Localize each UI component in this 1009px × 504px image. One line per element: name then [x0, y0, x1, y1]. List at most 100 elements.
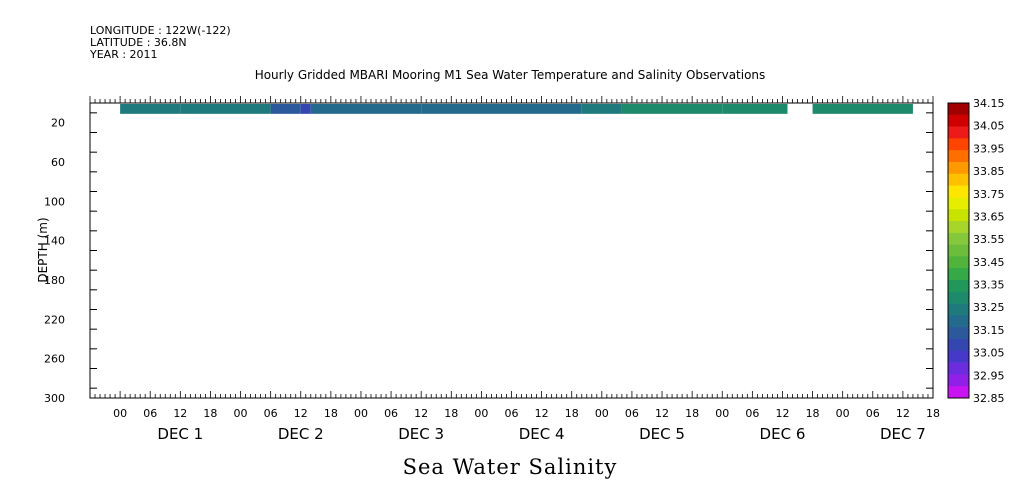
colorbar-frame — [947, 102, 970, 399]
x-hour-label: 00 — [715, 407, 729, 420]
salinity-cell-8 — [722, 104, 788, 114]
salinity-cell-5 — [421, 104, 582, 114]
x-hour-label: 18 — [926, 407, 940, 420]
colorbar-swatch-3 — [948, 138, 969, 151]
colorbar-label: 33.05 — [973, 347, 1005, 360]
colorbar-swatch-6 — [948, 173, 969, 186]
colorbar-label: 33.35 — [973, 279, 1005, 292]
colorbar-swatch-10 — [948, 221, 969, 234]
x-hour-label: 00 — [354, 407, 368, 420]
colorbar-swatch-22 — [948, 362, 969, 375]
x-day-label: DEC 6 — [760, 425, 806, 443]
salinity-cell-6 — [581, 104, 622, 114]
y-tick-label: 20 — [51, 117, 65, 130]
colorbar-label: 33.85 — [973, 165, 1005, 178]
colorbar-swatch-4 — [948, 150, 969, 163]
colorbar-swatch-1 — [948, 114, 969, 127]
salinity-cell-2 — [270, 104, 301, 114]
colorbar-swatch-2 — [948, 126, 969, 139]
x-hour-label: 12 — [294, 407, 308, 420]
colorbar-swatch-7 — [948, 185, 969, 198]
colorbar-swatch-17 — [948, 303, 969, 316]
colorbar-label: 33.65 — [973, 210, 1005, 223]
colorbar-label: 33.15 — [973, 324, 1005, 337]
x-day-label: DEC 1 — [157, 425, 203, 443]
salinity-cell-0 — [120, 104, 181, 114]
plot-frame — [89, 102, 934, 399]
salinity-cell-9 — [812, 104, 913, 114]
y-tick-label: 220 — [44, 313, 65, 326]
x-hour-label: 12 — [173, 407, 187, 420]
x-hour-label: 12 — [896, 407, 910, 420]
y-tick-label: 140 — [44, 235, 65, 248]
colorbar-label: 33.75 — [973, 188, 1005, 201]
x-hour-label: 06 — [505, 407, 519, 420]
colorbar-swatch-11 — [948, 232, 969, 245]
colorbar-swatch-19 — [948, 327, 969, 340]
colorbar-swatch-15 — [948, 280, 969, 293]
x-day-label: DEC 3 — [398, 425, 444, 443]
x-day-label: DEC 7 — [880, 425, 926, 443]
longitude-label: LONGITUDE : 122W(-122) — [90, 24, 231, 37]
x-axis-label: Sea Water Salinity — [402, 455, 618, 479]
x-hour-label: 06 — [384, 407, 398, 420]
colorbar-label: 33.45 — [973, 256, 1005, 269]
x-hour-label: 12 — [655, 407, 669, 420]
x-day-label: DEC 4 — [519, 425, 565, 443]
colorbar-swatch-24 — [948, 386, 969, 399]
colorbar-swatch-23 — [948, 374, 969, 387]
y-tick-label: 100 — [44, 195, 65, 208]
colorbar-swatch-13 — [948, 256, 969, 269]
x-hour-label: 12 — [535, 407, 549, 420]
x-hour-label: 00 — [836, 407, 850, 420]
x-day-label: DEC 5 — [639, 425, 685, 443]
x-hour-label: 18 — [203, 407, 217, 420]
x-hour-label: 00 — [595, 407, 609, 420]
x-hour-label: 00 — [234, 407, 248, 420]
colorbar-label: 34.15 — [973, 97, 1005, 110]
x-hour-label: 06 — [866, 407, 880, 420]
x-hour-label: 18 — [324, 407, 338, 420]
colorbar-label: 32.95 — [973, 369, 1005, 382]
colorbar-swatch-8 — [948, 197, 969, 210]
colorbar-label: 32.85 — [973, 392, 1005, 405]
colorbar-swatch-0 — [948, 103, 969, 116]
x-day-label: DEC 2 — [278, 425, 324, 443]
y-tick-label: 300 — [44, 392, 65, 405]
x-hour-label: 12 — [775, 407, 789, 420]
colorbar-label: 33.55 — [973, 233, 1005, 246]
y-tick-label: 60 — [51, 156, 65, 169]
colorbar-swatch-5 — [948, 162, 969, 175]
colorbar-label: 34.05 — [973, 120, 1005, 133]
salinity-cell-4 — [310, 104, 422, 114]
colorbar-swatch-14 — [948, 268, 969, 281]
x-hour-label: 06 — [745, 407, 759, 420]
x-hour-label: 00 — [474, 407, 488, 420]
y-tick-label: 180 — [44, 274, 65, 287]
y-tick-label: 260 — [44, 353, 65, 366]
salinity-cell-1 — [180, 104, 271, 114]
colorbar-swatch-16 — [948, 291, 969, 304]
salinity-cell-3 — [300, 104, 311, 114]
colorbar-swatch-21 — [948, 350, 969, 363]
salinity-cell-7 — [621, 104, 723, 114]
latitude-label: LATITUDE : 36.8N — [90, 36, 187, 49]
x-hour-label: 06 — [264, 407, 278, 420]
chart-title: Hourly Gridded MBARI Mooring M1 Sea Wate… — [254, 68, 766, 82]
colorbar-swatch-9 — [948, 209, 969, 222]
year-label: YEAR : 2011 — [90, 48, 158, 61]
x-hour-label: 00 — [113, 407, 127, 420]
colorbar-swatch-12 — [948, 244, 969, 257]
x-hour-label: 06 — [625, 407, 639, 420]
colorbar-label: 33.95 — [973, 142, 1005, 155]
colorbar-swatch-18 — [948, 315, 969, 328]
colorbar-swatch-20 — [948, 339, 969, 352]
x-hour-label: 18 — [685, 407, 699, 420]
x-hour-label: 12 — [414, 407, 428, 420]
x-hour-label: 18 — [565, 407, 579, 420]
x-hour-label: 18 — [806, 407, 820, 420]
x-hour-label: 06 — [143, 407, 157, 420]
x-hour-label: 18 — [444, 407, 458, 420]
colorbar-label: 33.25 — [973, 301, 1005, 314]
